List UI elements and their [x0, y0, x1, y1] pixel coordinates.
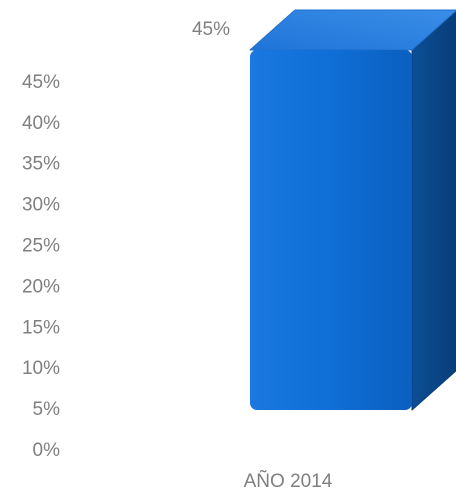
y-tick-label: 40%	[22, 113, 60, 134]
y-tick-label: 10%	[22, 358, 60, 379]
y-tick-label: 35%	[22, 154, 60, 175]
bar-data-label: 45%	[192, 19, 230, 40]
bars: 45%	[192, 9, 456, 411]
y-tick-label: 25%	[22, 236, 60, 257]
y-tick-label: 30%	[22, 195, 60, 216]
x-category-label: AÑO 2014	[244, 470, 333, 492]
y-tick-label: 15%	[22, 317, 60, 338]
y-tick-label: 20%	[22, 276, 60, 297]
bar: 45%	[192, 9, 456, 411]
bar-side-face	[411, 10, 456, 411]
y-tick-label: 45%	[22, 72, 60, 93]
y-tick-label: 0%	[33, 440, 61, 461]
y-axis: 0% 5% 10% 15% 20% 25% 30% 35% 40% 45%	[22, 72, 60, 461]
bar-front-face	[250, 50, 412, 410]
x-axis: AÑO 2014	[244, 470, 333, 492]
y-tick-label: 5%	[33, 399, 61, 420]
